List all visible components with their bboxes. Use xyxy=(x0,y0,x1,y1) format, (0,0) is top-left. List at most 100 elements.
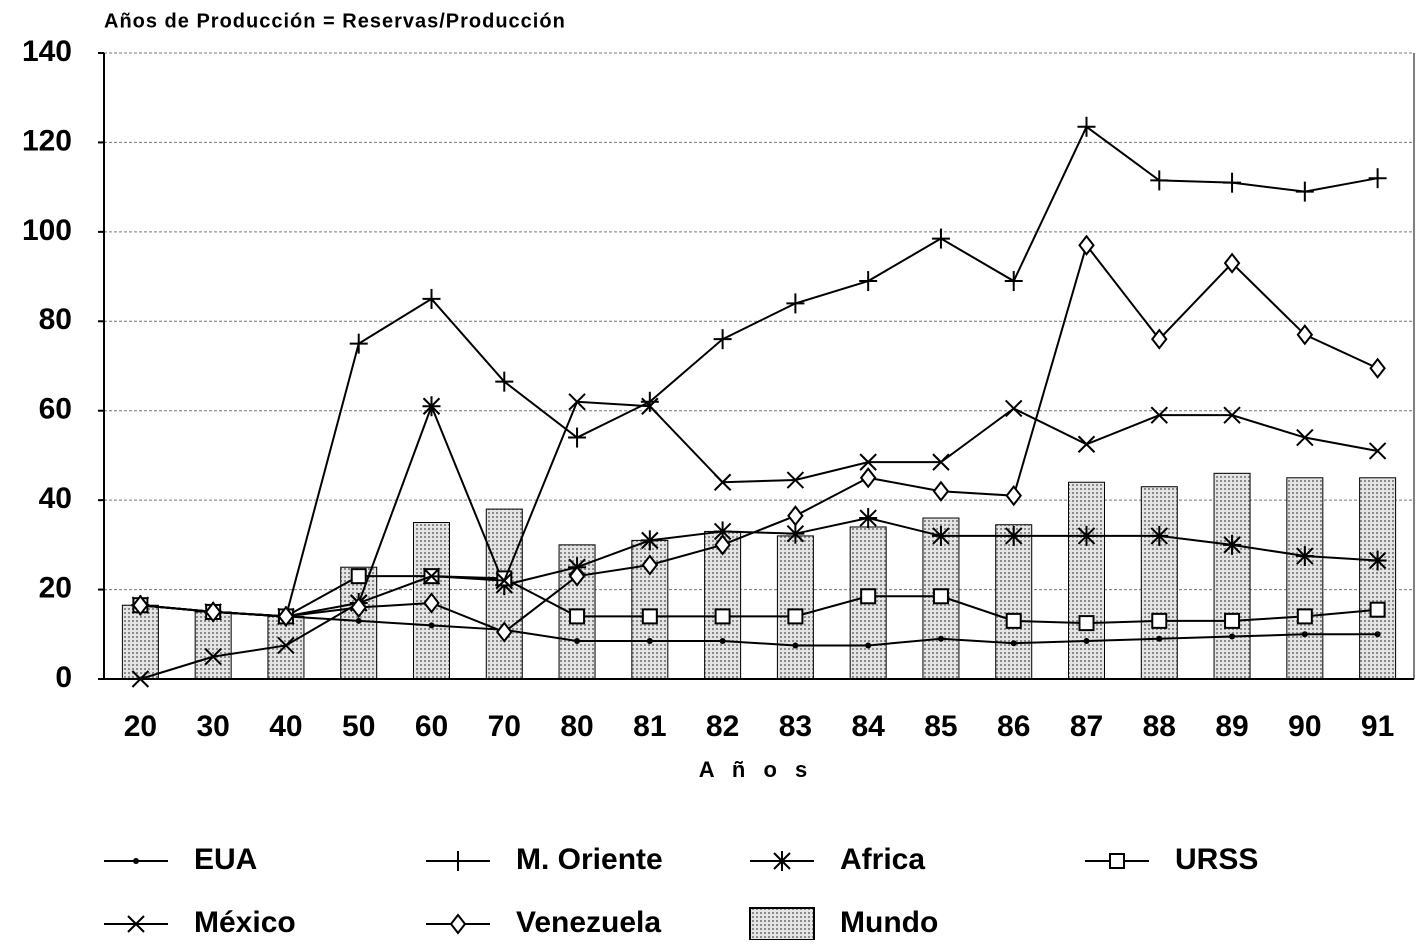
marker-stroke xyxy=(1077,435,1096,453)
marker-stroke xyxy=(495,571,513,590)
marker xyxy=(350,568,367,585)
marker xyxy=(1229,633,1236,640)
x-tick-label: 90 xyxy=(1288,710,1321,743)
marker xyxy=(641,608,658,625)
marker xyxy=(640,391,659,412)
y-tick-label: 100 xyxy=(22,214,72,247)
x-tick-label: 30 xyxy=(196,710,229,743)
marker-stroke xyxy=(127,915,145,933)
marker xyxy=(786,523,805,544)
marker-dot xyxy=(574,637,581,644)
marker-stroke xyxy=(1005,527,1023,545)
marker xyxy=(932,588,949,605)
marker-stroke xyxy=(859,509,877,527)
marker-diamond xyxy=(1005,485,1022,507)
bar xyxy=(1359,477,1397,680)
legend-swatch xyxy=(749,907,815,941)
y-tick-label: 140 xyxy=(22,35,72,68)
marker xyxy=(1005,485,1022,507)
marker xyxy=(646,637,653,644)
marker xyxy=(1301,631,1308,638)
legend-item: Venezuela xyxy=(426,906,661,939)
y-tick-label: 20 xyxy=(39,571,72,604)
marker-stroke xyxy=(1296,428,1314,447)
x-axis-label: A ñ o s xyxy=(699,757,814,782)
marker-diamond xyxy=(1078,234,1095,256)
x-tick-label: 83 xyxy=(779,710,812,743)
series-line xyxy=(140,575,1378,625)
marker xyxy=(859,467,877,489)
x-tick-label: 85 xyxy=(924,710,957,743)
legend-label: EUA xyxy=(194,843,257,876)
marker xyxy=(277,605,295,628)
marker-stroke xyxy=(1296,547,1314,565)
y-tick-label: 120 xyxy=(22,124,72,157)
marker-square xyxy=(1078,615,1095,632)
marker-dot xyxy=(937,635,944,642)
x-tick-label: 60 xyxy=(415,710,448,743)
marker-stroke xyxy=(204,647,222,666)
marker-diamond xyxy=(350,596,367,619)
marker xyxy=(714,608,731,625)
marker xyxy=(568,565,586,587)
marker xyxy=(1156,635,1163,642)
marker xyxy=(1374,631,1381,638)
marker-dot xyxy=(133,858,139,864)
bar xyxy=(849,526,887,680)
marker-diamond xyxy=(859,467,877,489)
marker xyxy=(1077,525,1096,546)
marker xyxy=(1109,853,1125,869)
marker xyxy=(1369,601,1386,618)
marker-diamond xyxy=(277,605,295,628)
marker-stroke xyxy=(641,531,659,550)
legend-item: Mundo xyxy=(749,906,938,941)
marker xyxy=(1223,406,1241,424)
marker-dot xyxy=(1301,631,1308,638)
marker-diamond xyxy=(449,913,467,935)
marker-square xyxy=(569,608,586,625)
marker-diamond xyxy=(1151,328,1168,350)
marker-dot xyxy=(355,617,362,624)
series-line xyxy=(140,400,1378,680)
series-line xyxy=(140,403,1378,618)
marker xyxy=(1295,546,1314,567)
marker-stroke xyxy=(713,522,732,541)
legend-item: EUA xyxy=(104,843,257,876)
x-tick-label: 88 xyxy=(1143,710,1176,743)
marker-stroke xyxy=(568,393,586,411)
bar xyxy=(1213,472,1251,680)
marker-square xyxy=(714,608,731,625)
marker xyxy=(1078,615,1095,632)
marker-stroke xyxy=(932,527,950,545)
x-tick-label: 86 xyxy=(997,710,1030,743)
marker xyxy=(1296,324,1314,346)
x-tick-label: 82 xyxy=(706,710,739,743)
marker xyxy=(1077,435,1096,453)
marker-diamond xyxy=(496,621,513,643)
marker-square xyxy=(860,588,877,605)
marker xyxy=(786,293,805,314)
marker-dot xyxy=(646,637,653,644)
marker xyxy=(787,608,804,625)
legend-label: M. Oriente xyxy=(516,843,663,876)
marker xyxy=(204,647,222,666)
marker-stroke xyxy=(859,453,877,471)
marker xyxy=(1077,116,1096,137)
marker xyxy=(859,453,877,471)
marker-stroke xyxy=(1150,406,1168,424)
bar xyxy=(1140,486,1178,680)
marker-square xyxy=(932,588,949,605)
marker xyxy=(1368,442,1387,460)
marker xyxy=(1005,399,1023,418)
y-tick-label: 0 xyxy=(55,661,72,694)
marker xyxy=(449,851,467,871)
marker-diamond xyxy=(1369,357,1386,379)
legend-item: Africa xyxy=(750,843,925,876)
legend-label: Africa xyxy=(840,843,925,876)
marker xyxy=(495,371,514,392)
marker xyxy=(1078,234,1095,256)
legend-label: Venezuela xyxy=(516,906,661,939)
marker-diamond xyxy=(1223,252,1241,274)
marker-stroke xyxy=(773,852,791,870)
marker xyxy=(1150,406,1168,424)
